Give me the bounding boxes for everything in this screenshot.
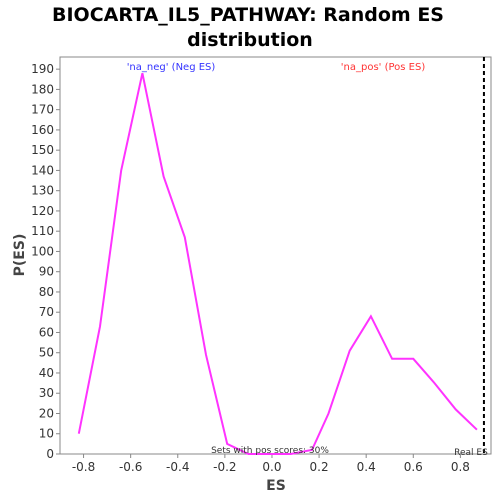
y-tick-label: 80 (39, 285, 54, 299)
es-distribution-line (77, 72, 478, 455)
y-axis: 0 10 20 30 40 50 60 70 80 90 100 110 120 130 140 150 160… (31, 62, 60, 461)
y-tick-label: 170 (31, 103, 54, 117)
pos-es-label: 'na_pos' (Pos ES) (341, 62, 426, 73)
y-tick-label: 180 (31, 82, 54, 96)
y-tick-label: 50 (39, 346, 54, 360)
x-tick-label: -0.6 (119, 460, 142, 474)
x-tick-label: 0.6 (404, 460, 423, 474)
y-tick-label: 30 (39, 386, 54, 400)
series-layer (77, 72, 478, 455)
y-tick-label: 190 (31, 62, 54, 76)
y-tick-label: 10 (39, 427, 54, 441)
x-tick-label: -0.8 (72, 460, 95, 474)
x-tick-label: 0.2 (310, 460, 329, 474)
chart-title-line1: BIOCARTA_IL5_PATHWAY: Random ES (52, 4, 444, 26)
y-tick-label: 110 (31, 224, 54, 238)
y-tick-label: 20 (39, 406, 54, 420)
y-tick-label: 160 (31, 123, 54, 137)
x-axis-label: ES (266, 478, 286, 494)
real-es-label: Real ES (454, 448, 488, 458)
pos-scores-label: Sets with pos scores: 30% (211, 446, 329, 456)
y-tick-label: 70 (39, 305, 54, 319)
y-tick-label: 100 (31, 244, 54, 258)
y-tick-label: 90 (39, 265, 54, 279)
plot-area (59, 56, 492, 455)
y-axis-label: P(ES) (12, 234, 28, 277)
y-tick-label: 40 (39, 366, 54, 380)
x-axis: -0.8 -0.6 -0.4 -0.2 0.0 0.2 0.4 0.6 0.8 (72, 454, 470, 474)
chart-title-line2: distribution (187, 29, 313, 51)
x-tick-label: 0.8 (451, 460, 470, 474)
y-tick-label: 150 (31, 143, 54, 157)
x-tick-label: 0.4 (357, 460, 376, 474)
x-tick-label: -0.2 (213, 460, 236, 474)
neg-es-label: 'na_neg' (Neg ES) (127, 62, 216, 73)
x-tick-label: -0.4 (166, 460, 189, 474)
y-tick-label: 130 (31, 184, 54, 198)
y-tick-label: 140 (31, 163, 54, 177)
y-tick-label: 0 (46, 447, 54, 461)
x-tick-label: 0.0 (262, 460, 281, 474)
y-tick-label: 120 (31, 204, 54, 218)
y-tick-label: 60 (39, 325, 54, 339)
